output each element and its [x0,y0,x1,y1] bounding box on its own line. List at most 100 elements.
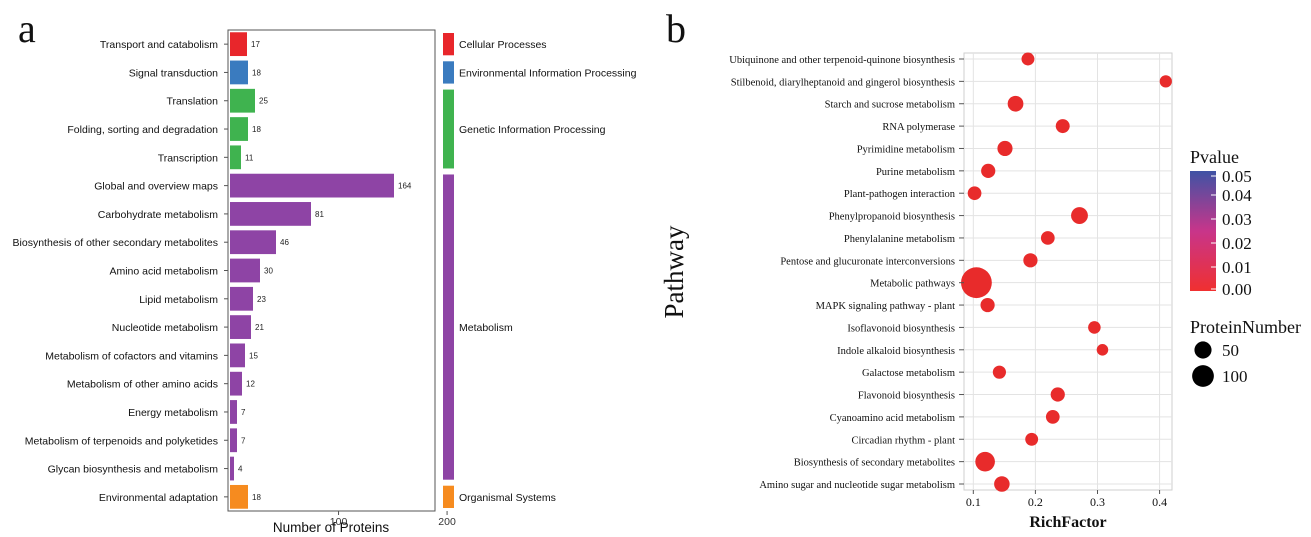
group-strip [443,61,454,84]
pathway-label: Biosynthesis of secondary metabolites [794,458,955,469]
size-legend-dot [1194,341,1212,359]
bar [230,145,241,170]
x-tick-label: 0.2 [1028,495,1043,509]
group-strip [443,89,454,169]
value-label: 17 [251,40,260,49]
panel-a-group-strips: Cellular Processes Environmental Informat… [443,33,637,508]
pathway-label: Pentose and glucuronate interconversions [780,256,955,267]
group-label: Metabolism [459,322,513,334]
data-point [1050,387,1065,402]
data-point [975,451,995,472]
value-label: 7 [241,408,246,417]
data-point [1040,231,1055,245]
pathway-label: Flavonoid biosynthesis [858,391,955,402]
panel-a-x-axis-title: Number of Proteins [273,520,390,535]
pathway-label: Starch and sucrose metabolism [825,100,955,111]
value-label: 18 [252,493,261,502]
pathway-label: Circadian rhythm - plant [851,435,955,446]
category-label: Translation [166,96,218,108]
size-legend-label: 100 [1222,367,1248,386]
data-point [981,163,996,178]
value-label: 15 [249,351,258,360]
value-label: 18 [252,68,261,77]
data-point [980,297,995,313]
pathway-label: Plant-pathogen interaction [844,189,956,200]
data-point [1096,344,1109,356]
value-label: 25 [259,97,268,106]
data-point [992,365,1006,379]
category-label: Signal transduction [129,67,218,79]
size-legend-dot [1192,365,1214,387]
data-point [1023,253,1038,268]
pvalue-legend: Pvalue 0.050.04 0.03 0.02 0.01 0.00 [1190,147,1252,299]
panel-b-grid [964,53,1172,490]
data-point [1071,207,1088,225]
pathway-label: Indole alkaloid biosynthesis [837,346,955,357]
data-point [1055,119,1070,134]
panel-a-category-labels: Transport and catabolism Signal transduct… [13,39,228,504]
bar [230,484,248,509]
data-point [1021,52,1035,66]
bar [230,258,260,283]
category-label: Folding, sorting and degradation [67,124,218,136]
value-label: 81 [315,210,324,219]
colorbar-tick-label: 0.01 [1222,258,1252,277]
bar [230,60,248,85]
bar [230,286,253,311]
group-label: Cellular Processes [459,39,547,51]
pathway-label: RNA polymerase [882,122,955,133]
bar [230,173,394,198]
bar [230,371,242,396]
panel-b: b Ubiquinone and other terpenoid-quinone… [659,6,1301,531]
value-label: 21 [255,323,264,332]
data-point [1088,321,1101,334]
category-label: Environmental adaptation [99,492,218,504]
panel-b-category-labels: Ubiquinone and other terpenoid-quinone b… [729,55,964,491]
panel-b-points [961,52,1172,492]
pathway-label: Purine metabolism [876,167,955,178]
pathway-label: Galactose metabolism [862,368,955,379]
x-tick-label: 0.4 [1152,495,1167,509]
pathway-label: Amino sugar and nucleotide sugar metabol… [759,480,955,491]
pvalue-legend-title: Pvalue [1190,147,1239,167]
data-point [1007,95,1024,112]
category-label: Energy metabolism [128,407,218,419]
panel-a-bars [230,32,394,509]
pathway-label: Isoflavonoid biosynthesis [847,323,955,334]
category-label: Amino acid metabolism [109,266,218,278]
data-point [967,186,982,201]
data-point [997,140,1013,157]
value-label: 11 [245,153,254,162]
panel-b-x-axis-title: RichFactor [1029,514,1106,531]
panel-a-value-labels: 17 18 25 18 11 164 81 46 30 23 21 15 12 7 7 4 18 [238,40,412,502]
pathway-label: Phenylalanine metabolism [844,234,955,245]
category-label: Metabolism of cofactors and vitamins [45,350,218,362]
value-label: 7 [241,436,246,445]
pathway-label: Ubiquinone and other terpenoid-quinone b… [729,55,955,66]
panel-a-x-ticks: 100 200 [330,511,456,528]
category-label: Global and overview maps [94,181,218,193]
x-tick-label: 200 [438,516,456,528]
pathway-label: Stilbenoid, diarylheptanoid and gingerol… [731,77,955,88]
group-label: Organismal Systems [459,492,556,504]
bar [230,117,248,141]
panel-b-letter: b [666,6,686,51]
data-point [1025,432,1039,446]
protein-number-legend-title: ProteinNumber [1190,317,1301,337]
pathway-label: MAPK signaling pathway - plant [816,301,955,312]
bar [230,202,311,226]
value-label: 30 [264,267,273,276]
category-label: Biosynthesis of other secondary metaboli… [13,237,218,249]
category-label: Metabolism of other amino acids [67,379,218,391]
category-label: Transport and catabolism [100,39,218,51]
pathway-label: Cyanoamino acid metabolism [830,413,955,424]
group-strip [443,485,454,508]
pathway-label: Metabolic pathways [870,279,955,290]
panel-b-x-ticks: 0.1 0.2 0.3 0.4 [966,490,1167,509]
colorbar-tick-label: 0.04 [1222,186,1252,205]
value-label: 23 [257,295,266,304]
value-label: 18 [252,125,261,134]
pvalue-colorbar [1190,171,1216,291]
